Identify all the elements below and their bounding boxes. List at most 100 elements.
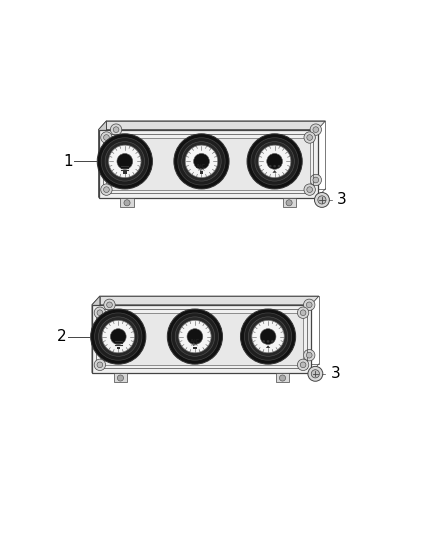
Circle shape [167, 309, 223, 364]
Circle shape [304, 299, 315, 311]
Circle shape [300, 310, 306, 316]
Circle shape [110, 329, 126, 344]
Circle shape [179, 320, 211, 353]
Circle shape [271, 340, 274, 343]
Circle shape [102, 320, 134, 353]
Text: A/C: A/C [190, 338, 200, 343]
Circle shape [304, 350, 315, 361]
Circle shape [300, 362, 306, 368]
Circle shape [267, 340, 269, 343]
Circle shape [99, 317, 138, 356]
Circle shape [187, 329, 203, 344]
Circle shape [310, 174, 321, 185]
Circle shape [178, 138, 225, 185]
Circle shape [113, 177, 119, 183]
Text: 3: 3 [331, 366, 340, 381]
Circle shape [314, 192, 329, 207]
Circle shape [260, 329, 276, 344]
Circle shape [247, 134, 302, 189]
Circle shape [175, 317, 215, 356]
Circle shape [110, 124, 122, 135]
Polygon shape [114, 373, 127, 382]
Circle shape [313, 177, 318, 183]
Text: 1: 1 [63, 154, 73, 169]
Circle shape [307, 187, 312, 192]
Circle shape [308, 366, 323, 381]
Circle shape [304, 184, 315, 195]
Polygon shape [120, 198, 134, 207]
Circle shape [248, 317, 288, 356]
Circle shape [171, 313, 219, 360]
Bar [200, 172, 203, 174]
Polygon shape [99, 121, 106, 198]
Circle shape [104, 299, 115, 311]
Circle shape [262, 340, 265, 343]
Circle shape [318, 196, 326, 204]
Polygon shape [283, 198, 296, 207]
Circle shape [95, 313, 142, 360]
Circle shape [307, 352, 312, 358]
Circle shape [107, 352, 112, 358]
Circle shape [307, 302, 312, 308]
Circle shape [279, 375, 286, 381]
Circle shape [286, 200, 292, 206]
Circle shape [107, 302, 112, 308]
Circle shape [110, 174, 122, 185]
Circle shape [101, 138, 148, 185]
Text: MAX: MAX [191, 343, 199, 347]
Circle shape [104, 350, 115, 361]
Circle shape [269, 165, 272, 167]
Circle shape [273, 165, 276, 167]
Circle shape [304, 132, 315, 143]
Circle shape [117, 375, 124, 381]
Polygon shape [92, 296, 100, 373]
Polygon shape [266, 345, 270, 348]
Circle shape [252, 320, 284, 353]
Polygon shape [99, 121, 325, 130]
Circle shape [109, 145, 141, 177]
Polygon shape [99, 130, 318, 198]
Circle shape [103, 187, 109, 192]
Circle shape [310, 124, 321, 135]
Polygon shape [92, 305, 311, 373]
Circle shape [97, 362, 102, 368]
Text: 2: 2 [57, 329, 66, 344]
Circle shape [267, 154, 283, 169]
Polygon shape [92, 296, 319, 305]
Circle shape [94, 307, 106, 318]
Circle shape [311, 370, 319, 378]
Circle shape [297, 359, 309, 370]
Circle shape [258, 145, 291, 177]
Polygon shape [276, 373, 289, 382]
Circle shape [97, 134, 152, 189]
Circle shape [101, 132, 112, 143]
Circle shape [185, 145, 218, 177]
Circle shape [174, 134, 229, 189]
Circle shape [91, 309, 146, 364]
Circle shape [244, 313, 292, 360]
Bar [193, 346, 197, 349]
Text: 3: 3 [337, 192, 347, 207]
Circle shape [240, 309, 296, 364]
Polygon shape [272, 170, 277, 173]
Circle shape [101, 184, 112, 195]
Circle shape [182, 142, 221, 181]
Circle shape [103, 135, 109, 140]
Polygon shape [100, 313, 303, 365]
Circle shape [251, 138, 298, 185]
Circle shape [255, 142, 294, 181]
Circle shape [124, 200, 130, 206]
Circle shape [307, 135, 312, 140]
Circle shape [117, 154, 133, 169]
Circle shape [105, 142, 145, 181]
Bar [117, 346, 120, 349]
Circle shape [94, 359, 106, 370]
Circle shape [278, 165, 280, 167]
Circle shape [194, 154, 209, 169]
Text: MAX: MAX [198, 168, 205, 172]
Circle shape [97, 310, 102, 316]
Bar [123, 172, 127, 174]
Text: A/C: A/C [196, 163, 207, 168]
Polygon shape [106, 138, 310, 190]
Circle shape [113, 127, 119, 133]
